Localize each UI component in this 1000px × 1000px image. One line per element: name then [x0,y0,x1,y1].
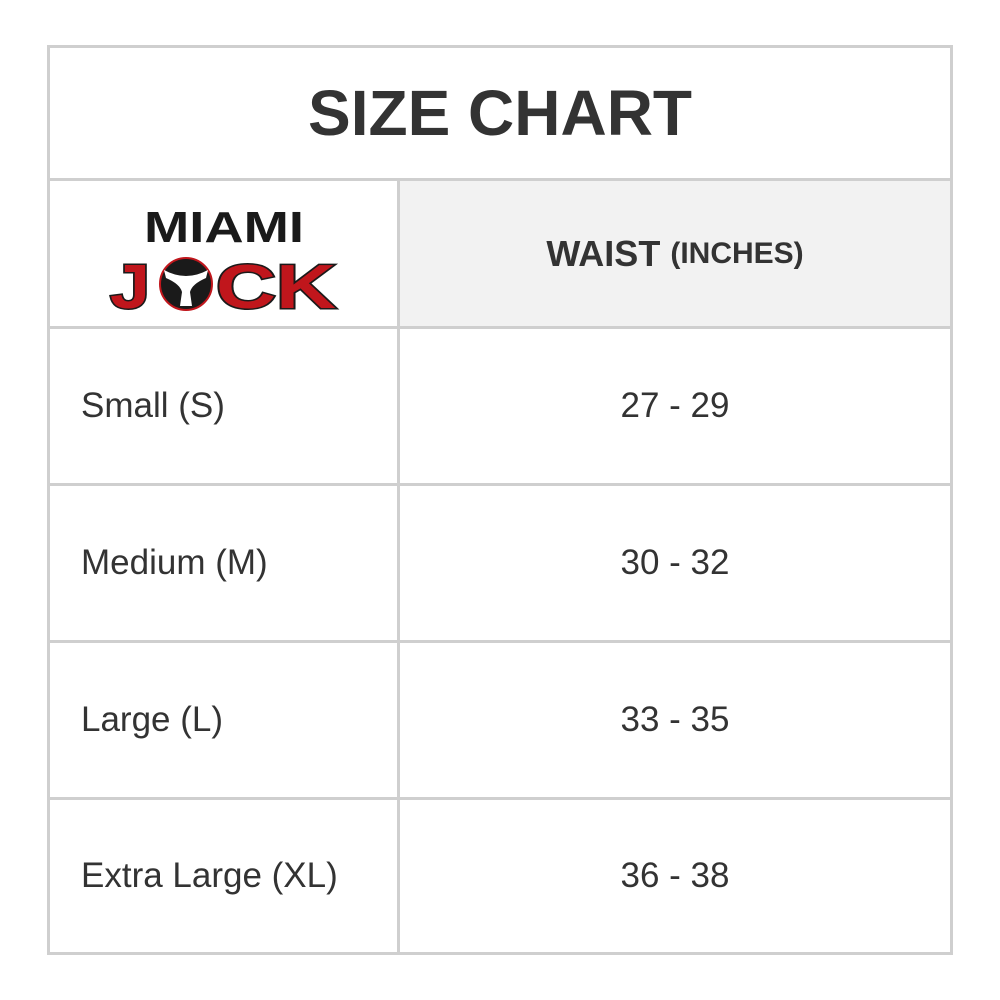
brand-logo-cell: MIAMI J CK [50,181,400,326]
svg-text:MIAMI: MIAMI [144,203,304,252]
waist-label: WAIST [546,232,661,274]
waist-cell: 36 - 38 [620,856,730,895]
svg-text:J: J [110,253,150,316]
header-row: MIAMI J CK WAIST (INCHES) [50,178,950,326]
size-cell: Medium (M) [50,486,400,640]
waist-cell: 30 - 32 [620,543,730,582]
unit-label: (INCHES) [670,236,804,270]
table-row: Large (L) 33 - 35 [50,640,950,797]
table-row: Extra Large (XL) 36 - 38 [50,797,950,952]
svg-text:CK: CK [216,253,336,316]
miami-jock-logo: MIAMI J CK [108,203,337,316]
waist-cell: 33 - 35 [620,700,730,739]
waist-cell: 27 - 29 [620,386,730,425]
size-cell: Extra Large (XL) [50,800,400,952]
table-row: Medium (M) 30 - 32 [50,483,950,640]
size-chart-table: SIZE CHART MIAMI J CK WAIST (INCHES) Sma… [47,45,953,955]
size-cell: Small (S) [50,329,400,483]
page-title: SIZE CHART [308,77,692,149]
table-row: Small (S) 27 - 29 [50,326,950,483]
waist-column-header: WAIST (INCHES) [400,181,950,326]
size-cell: Large (L) [50,643,400,797]
